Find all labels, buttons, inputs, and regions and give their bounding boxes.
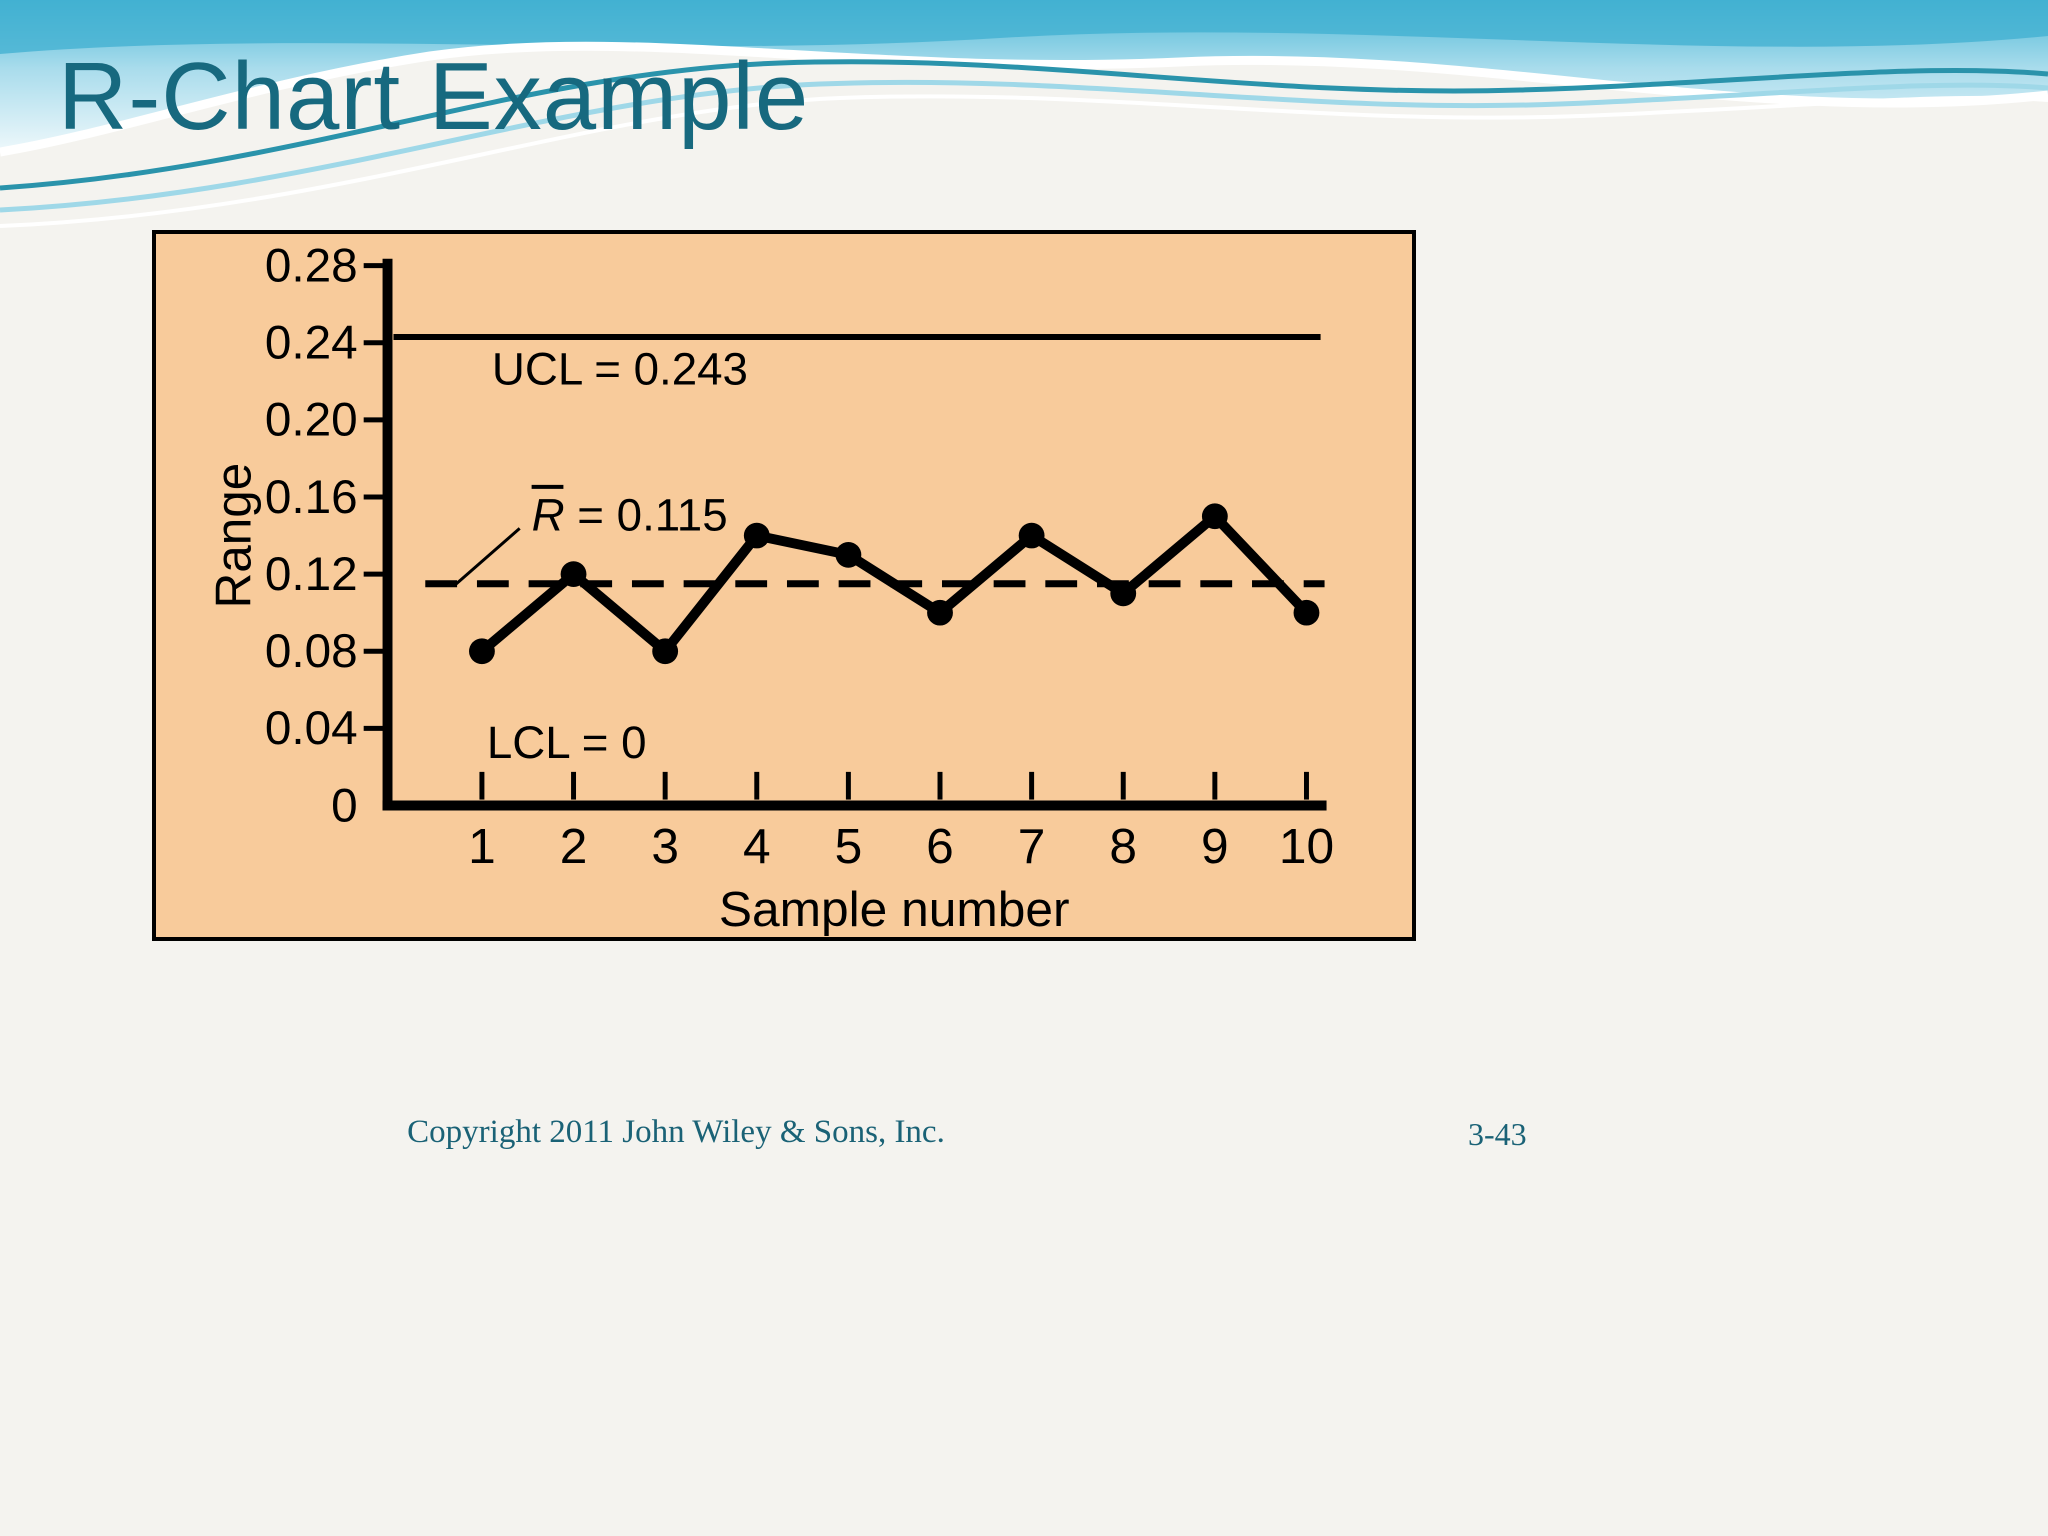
- svg-text:0: 0: [331, 779, 358, 832]
- svg-text:Sample number: Sample number: [719, 881, 1070, 937]
- wave-band-top: [0, 0, 2048, 54]
- svg-text:3: 3: [651, 818, 679, 874]
- svg-text:0.08: 0.08: [265, 625, 358, 678]
- svg-text:LCL = 0: LCL = 0: [487, 717, 647, 768]
- svg-text:0.12: 0.12: [265, 548, 358, 601]
- r-chart-panel: UCL = 0.243 R = 0.115 LCL = 0 0 0.04 0.08 0.12…: [152, 230, 1416, 941]
- footer-copyright: Copyright 2011 John Wiley & Sons, Inc.: [407, 1114, 945, 1150]
- svg-text:9: 9: [1201, 818, 1229, 874]
- wave-line-lightblue: [0, 79, 2048, 213]
- svg-text:4: 4: [743, 818, 771, 874]
- svg-text:0.28: 0.28: [265, 240, 358, 293]
- svg-text:8: 8: [1109, 818, 1137, 874]
- wave-line-teal: [0, 59, 2048, 191]
- wave-line-white-1: [0, 41, 2048, 157]
- svg-text:0.20: 0.20: [265, 394, 358, 447]
- slide-title: R-Chart Example: [58, 43, 810, 150]
- svg-text:R = 0.115: R = 0.115: [532, 489, 728, 540]
- svg-text:5: 5: [835, 818, 863, 874]
- svg-text:0.24: 0.24: [265, 317, 358, 370]
- svg-text:2: 2: [560, 818, 588, 874]
- wave-line-white-2: [0, 94, 2048, 228]
- svg-text:0.16: 0.16: [265, 471, 358, 524]
- svg-text:6: 6: [926, 818, 954, 874]
- svg-text:7: 7: [1018, 818, 1046, 874]
- svg-text:Range: Range: [205, 463, 261, 609]
- svg-text:10: 10: [1279, 818, 1334, 874]
- svg-text:UCL = 0.243: UCL = 0.243: [492, 344, 748, 395]
- svg-text:0.04: 0.04: [265, 702, 358, 755]
- header-wave-decoration: [0, 0, 2048, 228]
- r-chart: UCL = 0.243 R = 0.115 LCL = 0 0 0.04 0.08 0.12…: [205, 240, 1334, 937]
- svg-text:1: 1: [468, 818, 496, 874]
- page-number: 3-43: [1468, 1116, 1527, 1152]
